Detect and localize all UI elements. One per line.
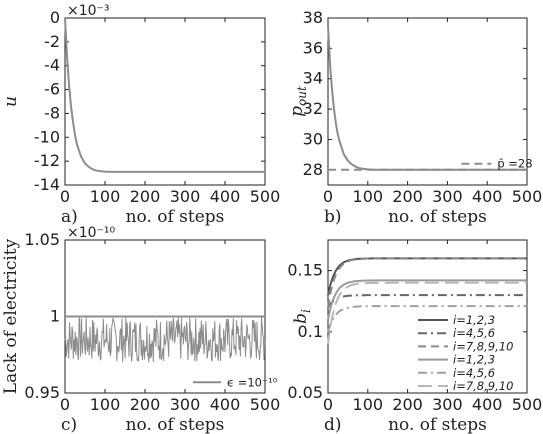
y-tick-label: -6 (44, 80, 60, 99)
y-axis-label: u (1, 96, 21, 107)
axes-frame (64, 17, 266, 186)
legend-entry: i=4,5,6 (453, 366, 495, 380)
x-tick-label: 200 (130, 187, 161, 206)
x-tick-label: 500 (512, 187, 543, 206)
x-tick-label: 200 (392, 187, 423, 206)
y-tick-label: -12 (34, 151, 60, 170)
x-tick-label: 200 (130, 395, 161, 414)
axis-multiplier: ×10⁻¹⁰ (67, 225, 116, 241)
legend-entry: ϵ =10⁻¹⁰ (227, 375, 278, 389)
y-tick-label: 1 (50, 307, 60, 326)
x-tick-label: 200 (392, 395, 423, 414)
series-line-0 (64, 316, 266, 363)
y-tick-label: -14 (34, 175, 60, 194)
x-tick-label: 500 (250, 395, 281, 414)
panel-a: 0 100 200 300 400 500 0 -2 -4 -6 -8 -10 -12 -14a) no. … (1, 3, 280, 227)
y-axis-label: Lack of electricity (1, 238, 21, 394)
y-tick-label: 30 (303, 129, 323, 148)
y-tick-label: -4 (44, 56, 60, 75)
y-tick-label: 0.05 (287, 383, 323, 402)
axes-frame (327, 239, 528, 394)
x-tick-label: 300 (432, 395, 463, 414)
y-tick-label: 0.1 (298, 322, 323, 341)
legend-entry: i=1,2,3 (453, 313, 495, 327)
x-tick-label: 0 (323, 395, 333, 414)
x-tick-label: 500 (512, 395, 543, 414)
legend-entry: i=4,5,6 (453, 326, 495, 340)
panel-label: b) (324, 207, 342, 227)
x-axis-label: no. of steps (388, 415, 487, 434)
x-tick-label: 300 (170, 187, 201, 206)
axes-frame (327, 17, 528, 186)
y-tick-label: 1.05 (24, 230, 60, 249)
x-tick-label: 0 (60, 395, 70, 414)
series-line-0 (64, 17, 265, 173)
y-axis-label: bi (291, 309, 313, 324)
x-tick-label: 400 (472, 395, 503, 414)
x-tick-label: 100 (90, 187, 121, 206)
x-tick-label: 300 (432, 187, 463, 206)
y-tick-label: 0.95 (24, 383, 60, 402)
x-tick-label: 0 (323, 187, 333, 206)
series-line-0 (327, 25, 527, 171)
series-line-3 (327, 279, 527, 320)
x-axis-label: no. of steps (126, 415, 225, 434)
x-axis-label: no. of steps (126, 207, 225, 227)
x-axis-label: no. of steps (388, 207, 487, 227)
x-tick-label: 100 (353, 187, 384, 206)
y-tick-label: 32 (303, 99, 323, 118)
y-tick-label: 38 (303, 8, 323, 27)
y-tick-label: -10 (34, 127, 60, 146)
x-tick-label: 400 (472, 187, 503, 206)
series-line-1 (327, 294, 527, 308)
series-line-4 (327, 305, 527, 333)
panel-label: a) (61, 207, 78, 227)
y-axis-label: pout (287, 86, 309, 117)
y-tick-label: -8 (44, 103, 60, 122)
y-tick-label: 0 (50, 8, 60, 27)
y-tick-label: 28 (303, 160, 323, 179)
x-tick-label: 0 (60, 187, 70, 206)
panel-c: 0 100 200 300 400 500 0.95 1 1.05 c) no. of steps ×… (1, 225, 280, 434)
x-tick-label: 100 (353, 395, 384, 414)
x-tick-label: 400 (210, 395, 241, 414)
y-tick-label: 34 (303, 69, 323, 88)
x-tick-label: 300 (170, 395, 201, 414)
y-tick-label: 36 (303, 38, 323, 57)
x-tick-label: 400 (210, 187, 241, 206)
series-line-5 (327, 281, 527, 345)
axis-multiplier: ×10⁻³ (67, 3, 110, 19)
y-tick-label: -2 (44, 32, 60, 51)
panel-b: 0 100 200 300 400 500 28 30 32 34 36 38 b) no. of ste… (287, 8, 542, 227)
series-line-0 (327, 257, 527, 296)
panel-label: d) (324, 415, 342, 434)
series-line-2 (327, 257, 527, 308)
legend-entry: i=7,8,9,10 (453, 379, 513, 393)
y-tick-label: 0.15 (287, 261, 323, 280)
x-tick-label: 500 (250, 187, 281, 206)
legend-entry: p̄ =28 (497, 157, 532, 171)
panel-d: 0 100 200 300 400 500 0.05 0.1 0.15 d) no. of step… (287, 239, 543, 434)
x-tick-label: 100 (90, 395, 121, 414)
legend-entry: i=1,2,3 (453, 353, 495, 367)
legend-entry: i=7,8,9,10 (453, 339, 513, 353)
panel-label: c) (61, 415, 77, 434)
